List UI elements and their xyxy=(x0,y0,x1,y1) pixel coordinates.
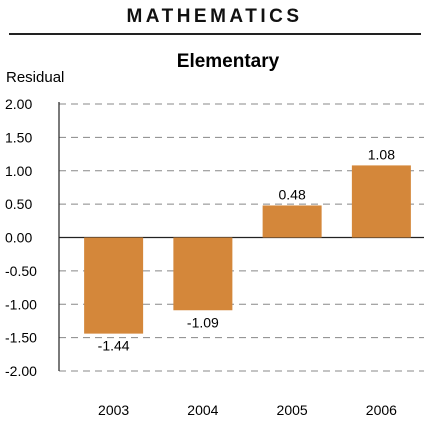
y-tick-label: 1.00 xyxy=(5,163,32,179)
y-axis-label: Residual xyxy=(6,69,64,86)
page-header: MATHEMATICS xyxy=(0,0,429,36)
y-tick-label: 2.00 xyxy=(5,96,32,112)
chart-title: Elementary xyxy=(177,51,280,72)
bar xyxy=(351,165,411,238)
x-tick-label: 2005 xyxy=(277,402,308,418)
section-title: MATHEMATICS xyxy=(126,6,303,27)
y-tick-label: 0.00 xyxy=(5,230,32,246)
bars xyxy=(84,165,411,334)
y-tick-label: 1.50 xyxy=(5,129,32,145)
x-tick-label: 2004 xyxy=(187,402,218,418)
data-label: -1.09 xyxy=(187,314,219,330)
y-tick-label: -0.50 xyxy=(5,263,37,279)
data-label: -1.44 xyxy=(98,338,130,354)
bar xyxy=(84,237,144,334)
data-label: 0.48 xyxy=(279,186,306,202)
y-tick-label: 0.50 xyxy=(5,196,32,212)
bar xyxy=(262,205,322,238)
data-label: 1.08 xyxy=(368,146,395,162)
y-tick-label: -2.00 xyxy=(5,363,37,379)
x-tick-label: 2003 xyxy=(98,402,129,418)
data-labels: -1.44 2003 -1.09 2004 0.48 2005 1.08 2006 xyxy=(98,146,397,418)
bar xyxy=(173,237,233,311)
y-tick-label: -1.00 xyxy=(5,296,37,312)
x-tick-label: 2006 xyxy=(366,402,397,418)
header-rule xyxy=(9,33,421,35)
y-tick-label: -1.50 xyxy=(5,330,37,346)
